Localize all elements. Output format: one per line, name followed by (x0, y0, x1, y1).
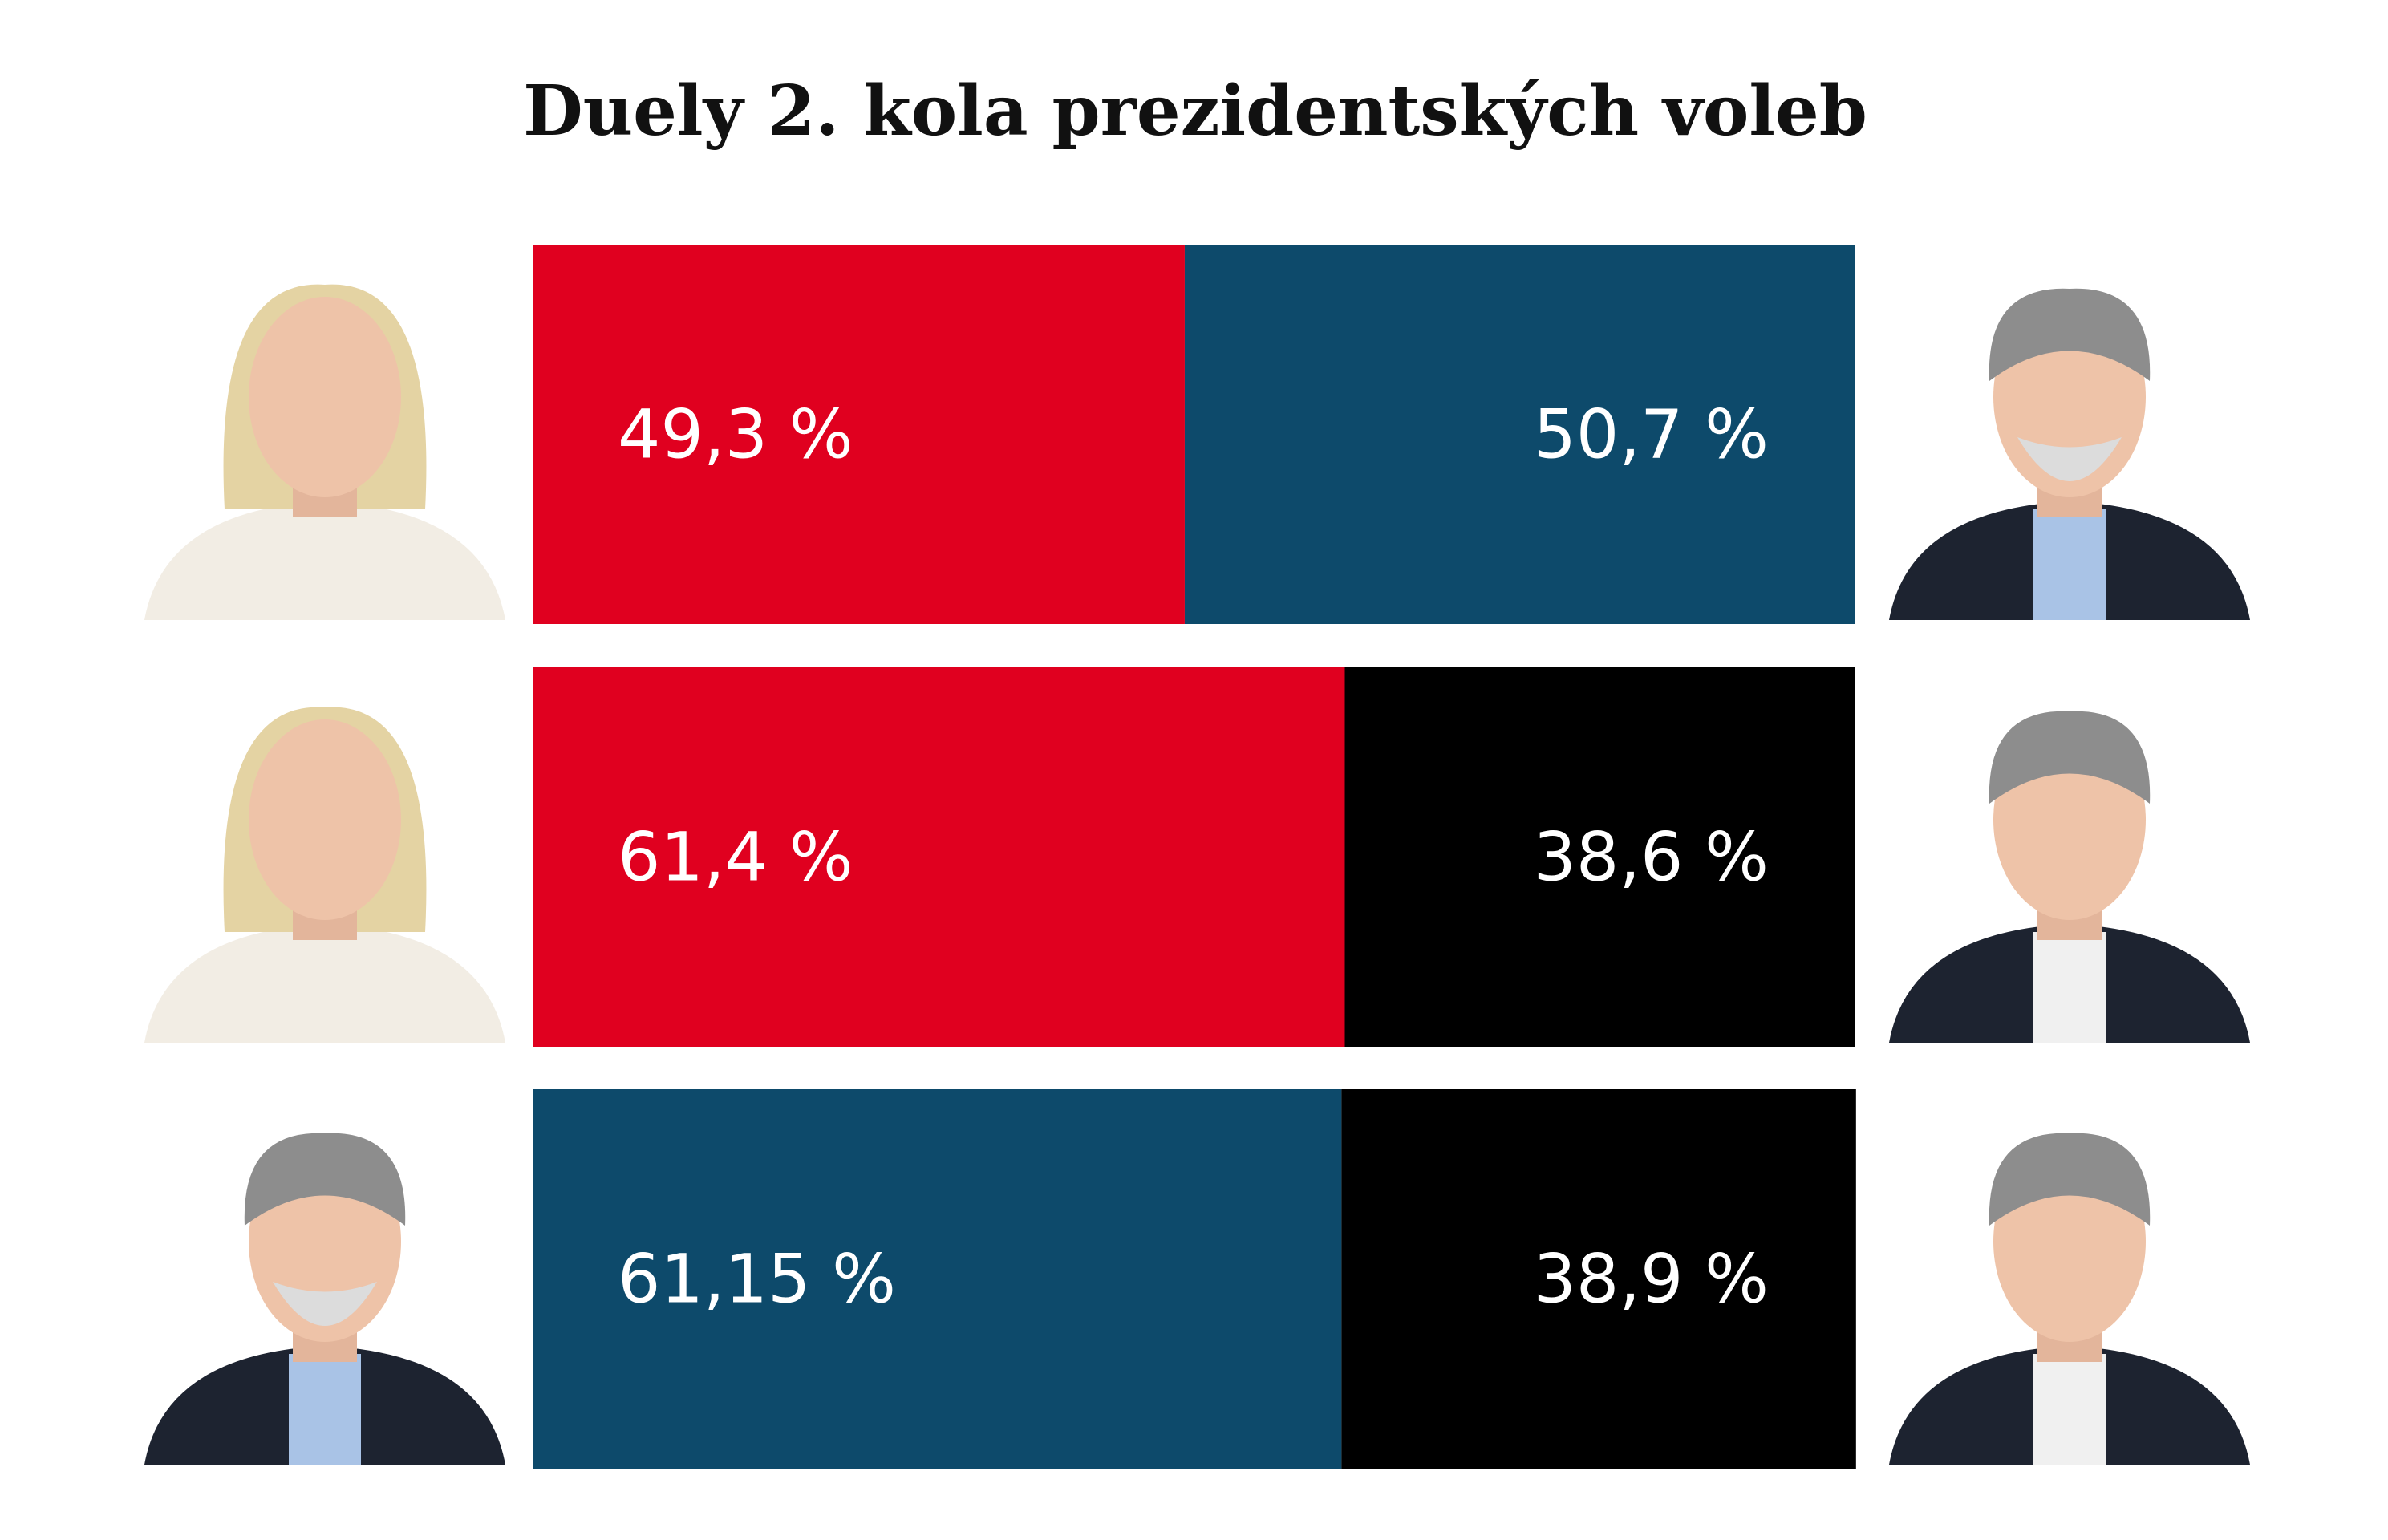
value-label: 49,3 % (618, 395, 853, 473)
portrait-hair (1989, 1133, 2151, 1226)
portrait-beard (273, 1282, 377, 1326)
portrait (1889, 1133, 2250, 1465)
chart-title: Duely 2. kola prezidentských voleb (523, 71, 1867, 152)
portrait-face (249, 297, 401, 497)
value-label: 61,15 % (618, 1239, 896, 1318)
portrait-shirt (289, 1354, 361, 1465)
portrait-face (249, 719, 401, 920)
portrait-shirt (2033, 932, 2106, 1043)
portrait-beard (2017, 437, 2122, 481)
bar-segment (1184, 245, 1855, 624)
bar-segment (533, 1089, 1342, 1469)
portrait-shoulders (144, 501, 505, 620)
portrait-shoulders (144, 924, 505, 1043)
bar-segment (1341, 1089, 1856, 1469)
bar-segment (1344, 667, 1855, 1047)
bar-segment (533, 667, 1345, 1047)
portrait (144, 1133, 505, 1465)
portrait (144, 707, 505, 1043)
value-label: 38,9 % (1533, 1239, 1769, 1318)
portrait (1889, 288, 2250, 620)
value-label: 38,6 % (1533, 817, 1769, 896)
portrait (144, 284, 505, 620)
value-label: 61,4 % (618, 817, 853, 896)
portrait-shirt (2033, 1354, 2106, 1465)
value-label: 50,7 % (1533, 395, 1769, 473)
bar-segment (533, 245, 1185, 624)
portrait-hair (244, 1133, 406, 1226)
portrait (1889, 711, 2250, 1043)
portrait-hair (1989, 288, 2151, 381)
portrait-shirt (2033, 509, 2106, 620)
portrait-hair (1989, 711, 2151, 804)
